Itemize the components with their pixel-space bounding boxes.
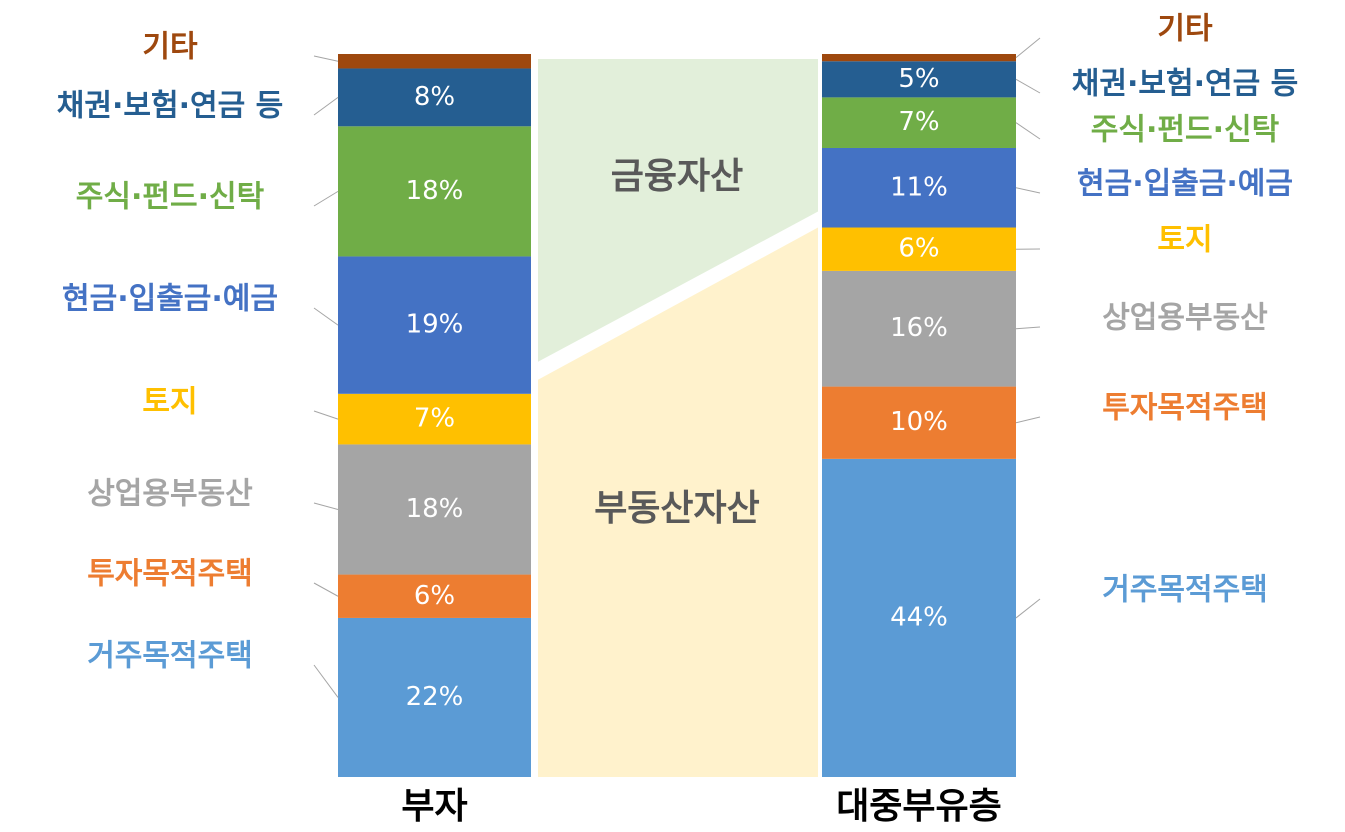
series-label: 현금·입출금·예금 [1077, 167, 1293, 202]
data-label: 8% [414, 82, 455, 112]
leader-line [1015, 37, 1041, 59]
x-tick-label: 대중부유층 [836, 786, 1002, 827]
group-label: 금융자산 [611, 156, 743, 197]
data-label: 11% [890, 172, 948, 202]
bar-segment [338, 256, 531, 394]
data-label: 5% [898, 64, 939, 94]
series-label: 투자목적주택 [87, 557, 253, 592]
series-label: 거주목적주택 [1102, 573, 1268, 608]
bar-segment [822, 147, 1016, 228]
leader-line [313, 307, 339, 326]
data-label: 7% [898, 107, 939, 137]
leader-line [1015, 416, 1041, 424]
leader-line [1015, 326, 1041, 330]
series-label: 채권·보험·연금 등 [57, 89, 283, 124]
bar-segment [822, 270, 1016, 387]
data-label: 6% [898, 234, 939, 264]
bar-segment [338, 126, 531, 257]
leader-line [313, 96, 339, 116]
data-label: 18% [406, 176, 464, 206]
bar-segment [822, 227, 1016, 271]
financial-area [538, 59, 818, 362]
bar-segment [338, 617, 531, 777]
leader-line [1015, 598, 1041, 619]
series-label: 상업용부동산 [1102, 301, 1268, 336]
bar-segment [338, 393, 531, 445]
real-estate-area [538, 227, 818, 777]
group-areas [538, 59, 818, 777]
data-label: 7% [414, 404, 455, 434]
bar-segment [822, 458, 1016, 777]
data-label: 18% [406, 494, 464, 524]
leader-line [313, 190, 339, 207]
group-label: 부동산자산 [594, 488, 760, 529]
series-label: 현금·입출금·예금 [62, 282, 278, 317]
bar-segment [338, 574, 531, 618]
series-label: 거주목적주택 [87, 639, 253, 674]
data-label: 19% [406, 310, 464, 340]
bar-segment [822, 386, 1016, 459]
leader-line [1015, 78, 1041, 94]
series-label: 주식·펀드·신탁 [1091, 113, 1280, 148]
data-label: 44% [890, 602, 948, 632]
series-label: 토지 [1157, 223, 1212, 258]
data-label: 6% [414, 581, 455, 611]
bar-segment [338, 54, 531, 69]
leader-line [1015, 122, 1041, 140]
bar-segment [822, 97, 1016, 148]
bar-segment [822, 54, 1016, 62]
series-label: 투자목적주택 [1102, 391, 1268, 426]
series-label: 토지 [142, 385, 197, 420]
bar-segment [822, 61, 1016, 98]
bar-segment [338, 68, 531, 127]
leader-line [313, 664, 339, 698]
series-label: 상업용부동산 [87, 477, 253, 512]
leader-line [1015, 187, 1041, 194]
data-label: 22% [406, 682, 464, 712]
x-tick-label: 부자 [401, 786, 467, 827]
bar-segment [338, 444, 531, 575]
series-label: 채권·보험·연금 등 [1072, 67, 1298, 102]
leader-line [313, 410, 339, 420]
leader-line [313, 502, 339, 510]
series-label: 기타 [1157, 12, 1213, 47]
leader-line [313, 55, 339, 62]
series-label: 주식·펀드·신탁 [76, 180, 265, 215]
data-label: 10% [890, 407, 948, 437]
data-label: 16% [890, 313, 948, 343]
series-label: 기타 [142, 30, 198, 65]
leader-line [313, 582, 339, 597]
